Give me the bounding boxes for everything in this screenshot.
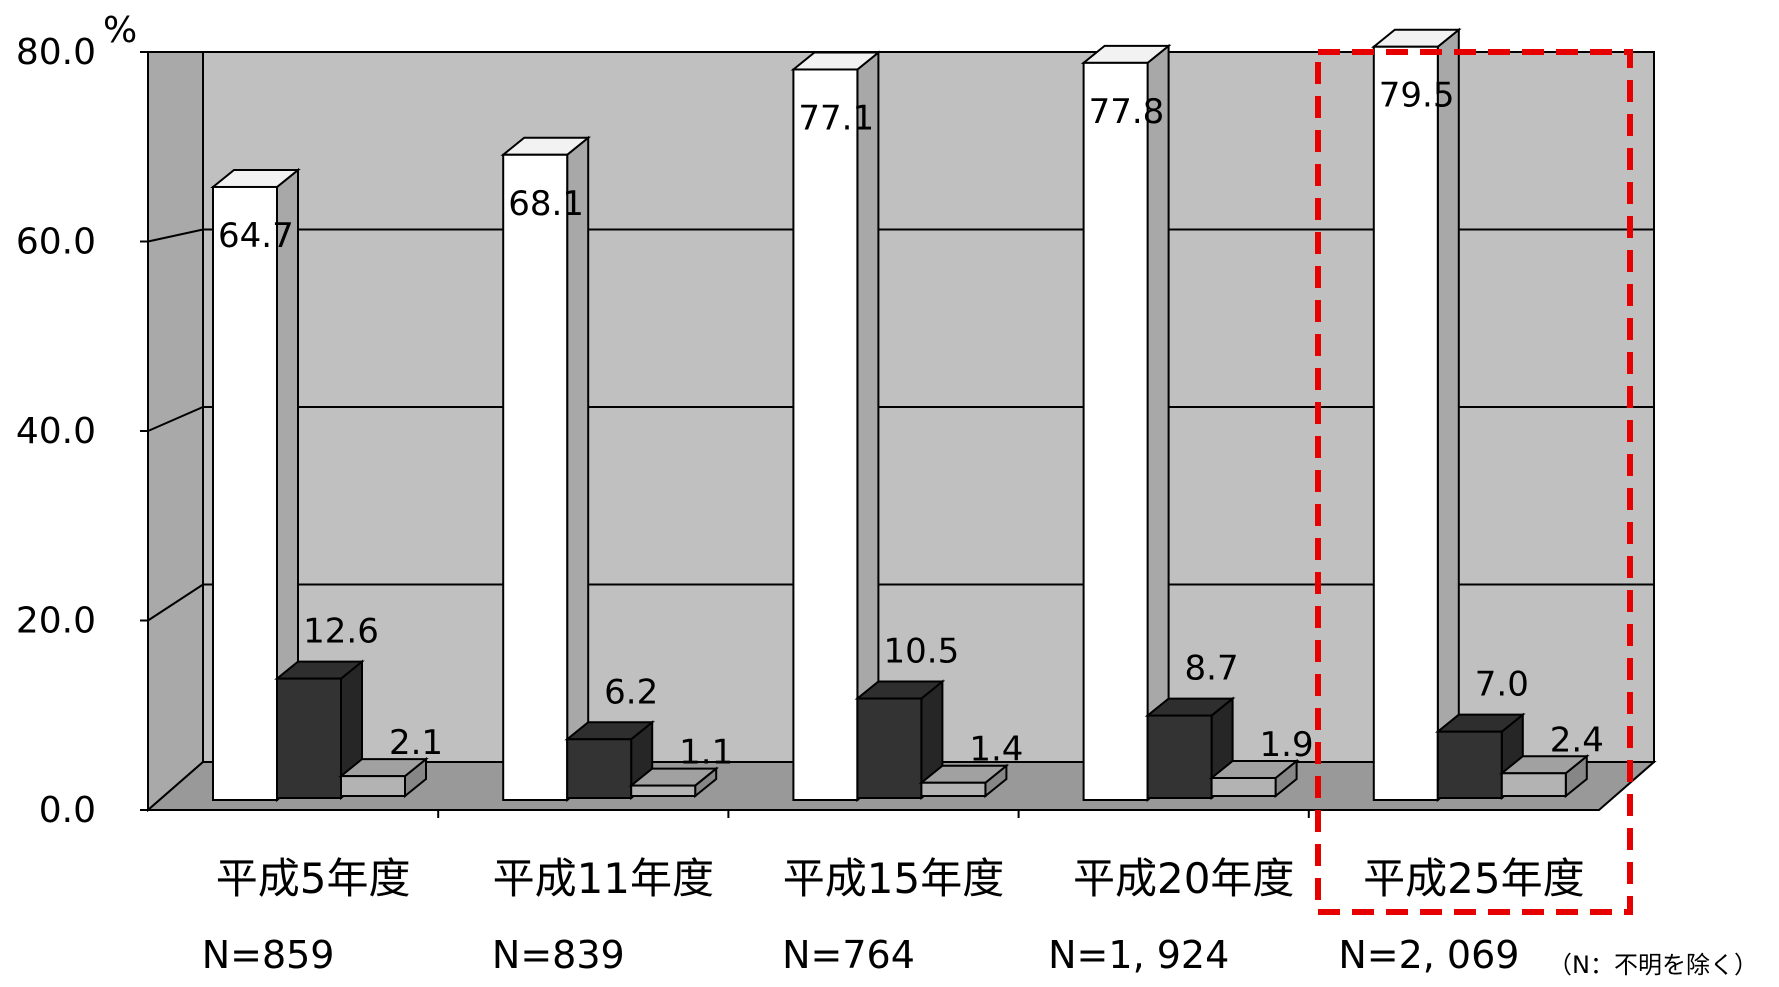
value-label-series2-cat2: 1.4 — [969, 730, 1023, 770]
highlight-box — [1315, 49, 1633, 915]
x-category-label-0: 平成5年度 — [216, 854, 411, 903]
value-label-series2-cat4: 2.4 — [1550, 720, 1604, 760]
value-label-series2-cat3: 1.9 — [1260, 725, 1314, 765]
bar-series2-cat1 — [628, 766, 720, 799]
x-category-label-3: 平成20年度 — [1073, 854, 1294, 903]
bar-series0-cat2 — [790, 50, 882, 803]
x-sample-size-3: N=1, 924 — [1048, 933, 1229, 977]
axes: 0.0 20.0 40.0 60.0 80.0 平成5年度 N=859 平成11年度 N=839… — [16, 32, 1599, 977]
value-label-series2-cat0: 2.1 — [389, 723, 443, 763]
bar-series2-cat3 — [1208, 758, 1300, 799]
x-sample-size-0: N=859 — [202, 933, 335, 977]
x-sample-size-2: N=764 — [782, 933, 915, 977]
gridline-1 — [147, 583, 1654, 622]
bar-series0-cat4 — [1370, 27, 1462, 803]
bars — [210, 27, 1590, 803]
bar-series1-cat4 — [1434, 712, 1526, 801]
bar-series2-cat2 — [918, 763, 1010, 799]
footnote: （N：不明を除く） — [1548, 951, 1758, 979]
bar-series2-cat0 — [338, 757, 429, 799]
value-label-series1-cat2: 10.5 — [884, 632, 960, 672]
highlight-box-rect — [1315, 49, 1633, 915]
x-sample-size-1: N=839 — [492, 933, 625, 977]
value-labels: 64.7 68.1 77.1 77.8 79.5 12.6 6.2 10.5 8.7 7.0 2.1… — [218, 76, 1604, 773]
y-tick-label-3: 60.0 — [16, 222, 96, 263]
bar-series0-cat1 — [500, 135, 592, 803]
value-label-series0-cat3: 77.8 — [1089, 92, 1165, 132]
x-category-label-2: 平成15年度 — [783, 854, 1004, 903]
value-label-series1-cat1: 6.2 — [604, 672, 658, 712]
y-tick-label-0: 0.0 — [39, 790, 96, 831]
gridline-3 — [147, 228, 1654, 243]
y-tick-label-2: 40.0 — [16, 411, 96, 452]
y-tick-label-1: 20.0 — [16, 601, 96, 642]
value-label-series1-cat4: 7.0 — [1475, 665, 1529, 705]
bar-series1-cat0 — [274, 659, 365, 801]
gridline-2 — [147, 406, 1654, 432]
value-label-series0-cat1: 68.1 — [508, 184, 584, 224]
bar-series0-cat0 — [210, 167, 301, 803]
bar-series2-cat4 — [1498, 754, 1590, 799]
bar-series0-cat3 — [1080, 43, 1172, 803]
y-tick-label-4: 80.0 — [16, 32, 96, 73]
x-sample-size-4: N=2, 069 — [1338, 933, 1519, 977]
value-label-series0-cat2: 77.1 — [798, 98, 874, 138]
x-category-label-4: 平成25年度 — [1363, 854, 1584, 903]
value-label-series2-cat1: 1.1 — [679, 733, 733, 773]
value-label-series0-cat0: 64.7 — [218, 216, 294, 256]
value-label-series1-cat0: 12.6 — [303, 612, 379, 652]
gridlines — [147, 51, 1654, 622]
value-label-series0-cat4: 79.5 — [1379, 76, 1455, 116]
y-axis-unit: % — [103, 10, 137, 51]
x-category-label-1: 平成11年度 — [493, 854, 714, 903]
value-label-series1-cat3: 8.7 — [1185, 649, 1239, 689]
